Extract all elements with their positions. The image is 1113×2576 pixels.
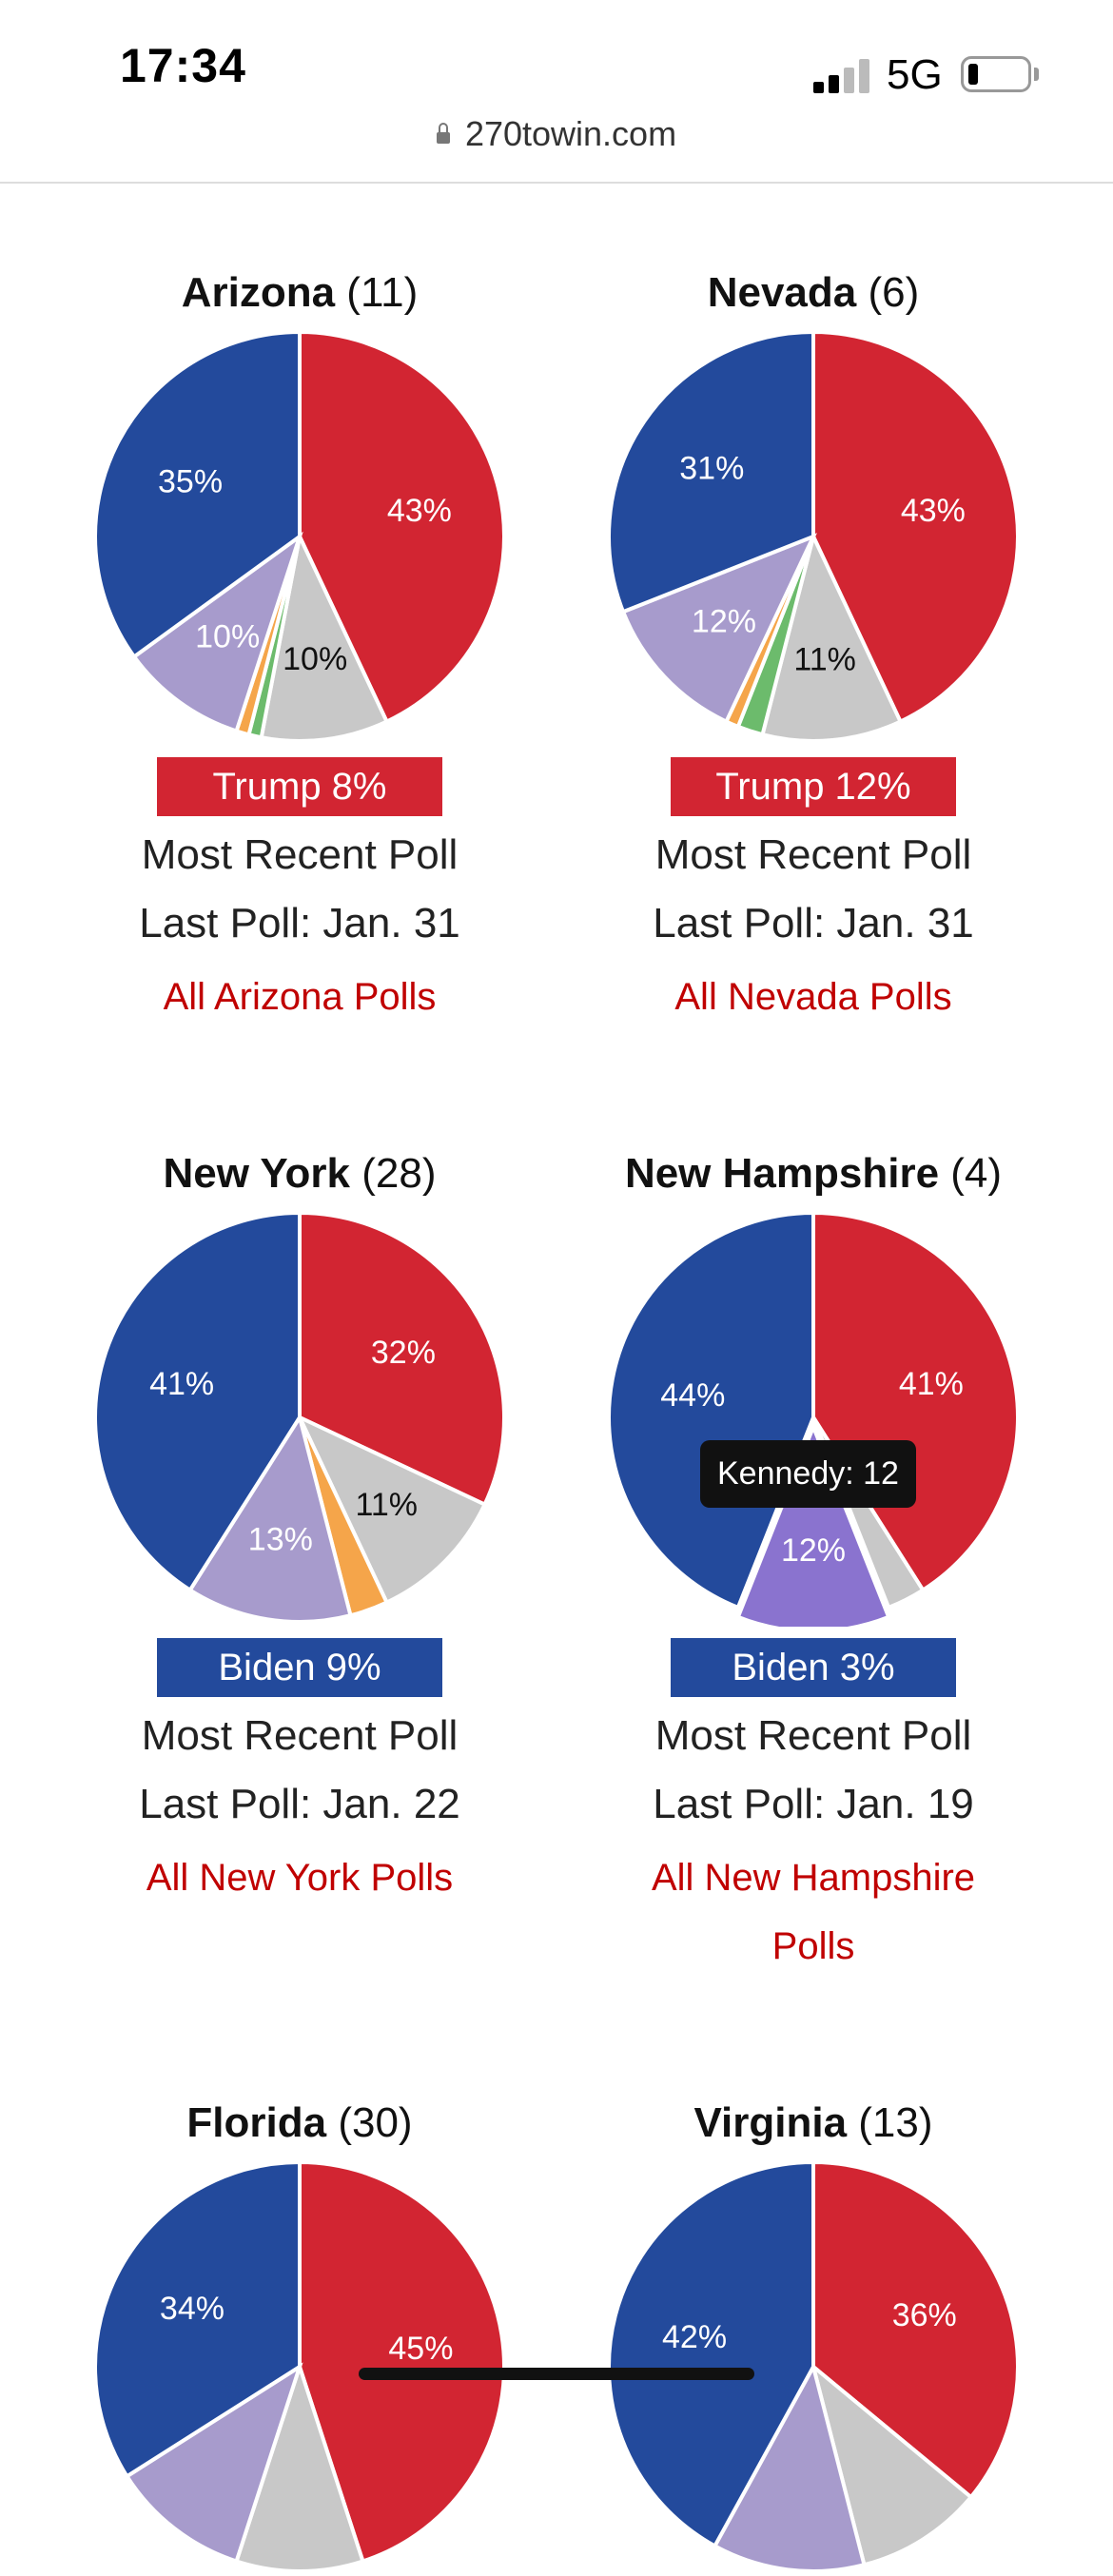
pie-slice-label: 12% <box>692 603 756 639</box>
pie-slice-label: 31% <box>679 450 744 486</box>
pie-slice-other[interactable] <box>295 1413 488 1606</box>
pie-slice-label: 36% <box>892 2297 957 2333</box>
state-title: Florida (30) <box>43 2097 556 2150</box>
pie-slice-rep[interactable] <box>298 329 506 725</box>
last-poll-date: Last Poll: Jan. 22 <box>139 1781 460 1827</box>
electoral-votes: (6) <box>868 269 920 316</box>
pie-slice-rep[interactable] <box>811 329 1020 725</box>
all-polls-link[interactable]: All New York Polls <box>146 1857 454 1899</box>
url-text: 270towin.com <box>464 114 677 153</box>
pie-slice-rep[interactable] <box>298 1210 506 1508</box>
state-title: Nevada (6) <box>556 266 1070 320</box>
pie-slice-dem[interactable] <box>607 329 815 615</box>
margin-badge: Trump 8% <box>157 757 442 816</box>
state-card-arizona: Arizona (11) 43% 10% 10% 35% Trump 8% Most … <box>43 266 556 1031</box>
state-card-florida: Florida (30) 45% 34% <box>43 2097 556 2576</box>
state-name: Arizona <box>181 269 336 316</box>
most-recent-poll: Most Recent Poll <box>654 831 972 878</box>
state-card-nevada: Nevada (6) 43% 11% 12% 31% Trump 12% Most R… <box>556 266 1070 1031</box>
all-polls-link[interactable]: All Arizona Polls <box>163 976 437 1018</box>
pie-slice-label: 45% <box>388 2331 453 2367</box>
pie-slice-label: 13% <box>248 1521 313 1557</box>
state-card-virginia: Virginia (13) 36% 42% <box>556 2097 1070 2576</box>
state-card-new-york: New York (28) 32% 11% 13% 41% Biden 9% Most… <box>43 1147 556 1912</box>
electoral-votes: (4) <box>950 1150 1003 1197</box>
pie-slice-kennedy_active[interactable] <box>735 1421 891 1627</box>
poll-pie-chart[interactable]: 43% 11% 12% 31% <box>604 327 1023 746</box>
pie-slice-label: 43% <box>901 493 966 529</box>
pie-slice-label: 42% <box>662 2319 727 2355</box>
margin-badge: Biden 9% <box>157 1638 442 1697</box>
poll-pie-chart[interactable]: 41% 12% 44% <box>604 1208 1023 1627</box>
state-title: Virginia (13) <box>556 2097 1070 2150</box>
electoral-votes: (30) <box>338 2099 413 2146</box>
margin-badge: Trump 12% <box>671 757 956 816</box>
last-poll-date: Last Poll: Jan. 19 <box>653 1781 974 1827</box>
pie-slice-label: 10% <box>195 618 260 654</box>
status-time: 17:34 <box>120 39 246 92</box>
electoral-votes: (11) <box>346 269 419 316</box>
battery-cap <box>1034 68 1039 81</box>
pie-slice-indep[interactable] <box>131 531 303 733</box>
network-label: 5G <box>887 51 943 98</box>
home-indicator[interactable] <box>359 2368 754 2380</box>
state-card-new-hampshire: New Hampshire (4) 41% 12% 44% Biden 3% Mos… <box>556 1147 1070 1981</box>
pie-slice-dem[interactable] <box>607 1210 815 1610</box>
poll-pie-chart[interactable]: 36% 42% <box>604 2157 1023 2576</box>
electoral-votes: (28) <box>361 1150 437 1197</box>
most-recent-poll: Most Recent Poll <box>654 1712 972 1759</box>
pie-slice-label: 34% <box>160 2291 225 2327</box>
margin-badge: Biden 3% <box>671 1638 956 1697</box>
last-poll-date: Last Poll: Jan. 31 <box>139 900 460 946</box>
last-poll-date: Last Poll: Jan. 31 <box>653 900 974 946</box>
poll-pie-chart[interactable]: 32% 11% 13% 41% <box>90 1208 509 1627</box>
signal-icon <box>813 59 870 93</box>
state-name: Virginia <box>693 2099 848 2146</box>
pie-slice-other[interactable] <box>760 531 904 743</box>
state-name: New Hampshire <box>624 1150 940 1197</box>
electoral-votes: (13) <box>858 2099 933 2146</box>
pie-slice-label: 43% <box>387 493 452 529</box>
pie-slice-label: 11% <box>793 641 856 677</box>
pie-slice-label: 10% <box>283 641 347 677</box>
pie-slice-label: 35% <box>158 463 223 499</box>
pie-slice-indep[interactable] <box>620 533 817 725</box>
pie-slice-label: 11% <box>355 1487 418 1523</box>
address-bar[interactable]: 270towin.com <box>0 114 1113 154</box>
pie-slice-label: 44% <box>660 1377 725 1414</box>
state-title: New York (28) <box>43 1147 556 1200</box>
state-name: Florida <box>186 2099 327 2146</box>
most-recent-poll: Most Recent Poll <box>141 1712 459 1759</box>
state-title: New Hampshire (4) <box>556 1147 1070 1200</box>
pie-slice-dem[interactable] <box>93 329 302 660</box>
pie-tooltip: Kennedy: 12 <box>700 1440 916 1508</box>
most-recent-poll: Most Recent Poll <box>141 831 459 878</box>
pie-slice-dem[interactable] <box>93 1210 302 1593</box>
pie-slice-indep[interactable] <box>187 1413 353 1624</box>
header-divider <box>0 182 1113 184</box>
poll-pie-chart[interactable]: 43% 10% 10% 35% <box>90 327 509 746</box>
poll-pie-chart[interactable]: 45% 34% <box>90 2157 509 2576</box>
state-name: New York <box>163 1150 350 1197</box>
pie-slice-label: 41% <box>899 1366 964 1402</box>
battery-icon <box>961 56 1031 92</box>
all-polls-link[interactable]: All Nevada Polls <box>674 976 952 1018</box>
pie-slice-label: 41% <box>149 1366 214 1402</box>
lock-icon <box>436 123 450 144</box>
pie-slice-other[interactable] <box>259 530 390 743</box>
state-name: Nevada <box>707 269 857 316</box>
all-polls-link[interactable]: All New Hampshire Polls <box>651 1857 976 1967</box>
pie-slice-label: 12% <box>781 1532 846 1569</box>
state-title: Arizona (11) <box>43 266 556 320</box>
pie-slice-label: 32% <box>371 1335 436 1371</box>
